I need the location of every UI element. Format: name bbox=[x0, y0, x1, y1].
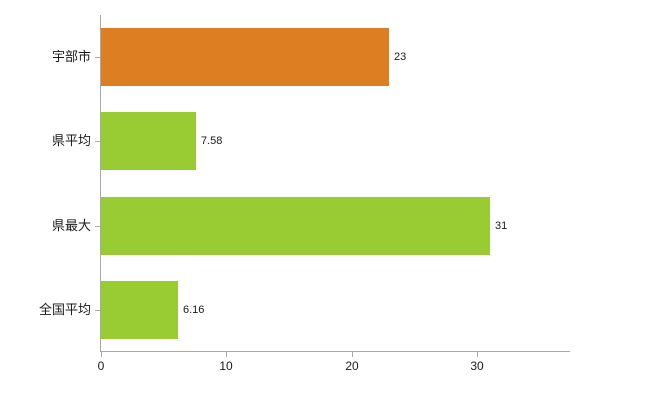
bar bbox=[101, 197, 490, 255]
y-axis-tick bbox=[95, 57, 100, 58]
category-label: 全国平均 bbox=[38, 302, 91, 317]
x-axis-tick bbox=[352, 352, 353, 357]
y-axis-tick bbox=[95, 226, 100, 227]
bar bbox=[101, 281, 178, 339]
x-axis-tick bbox=[101, 352, 102, 357]
bar bbox=[101, 28, 389, 86]
bar bbox=[101, 112, 196, 170]
category-label: 宇部市 bbox=[51, 49, 91, 64]
x-axis-tick bbox=[477, 352, 478, 357]
x-axis-tick-label: 20 bbox=[345, 359, 359, 373]
value-label: 23 bbox=[394, 51, 407, 63]
x-axis-tick-label: 0 bbox=[97, 359, 105, 373]
category-label: 県平均 bbox=[51, 133, 91, 148]
x-axis-tick-label: 30 bbox=[470, 359, 484, 373]
y-axis-tick bbox=[95, 310, 100, 311]
y-axis-tick bbox=[95, 141, 100, 142]
plot-area: 宇部市 23 県平均 7.58 県最大 31 全国平均 6.16 0 10 20 30 bbox=[39, 15, 570, 373]
category-label: 県最大 bbox=[51, 218, 91, 233]
value-label: 7.58 bbox=[201, 135, 223, 147]
x-axis-tick-label: 10 bbox=[219, 359, 233, 373]
value-label: 31 bbox=[495, 220, 508, 232]
value-label: 6.16 bbox=[183, 304, 205, 316]
x-axis-tick bbox=[226, 352, 227, 357]
